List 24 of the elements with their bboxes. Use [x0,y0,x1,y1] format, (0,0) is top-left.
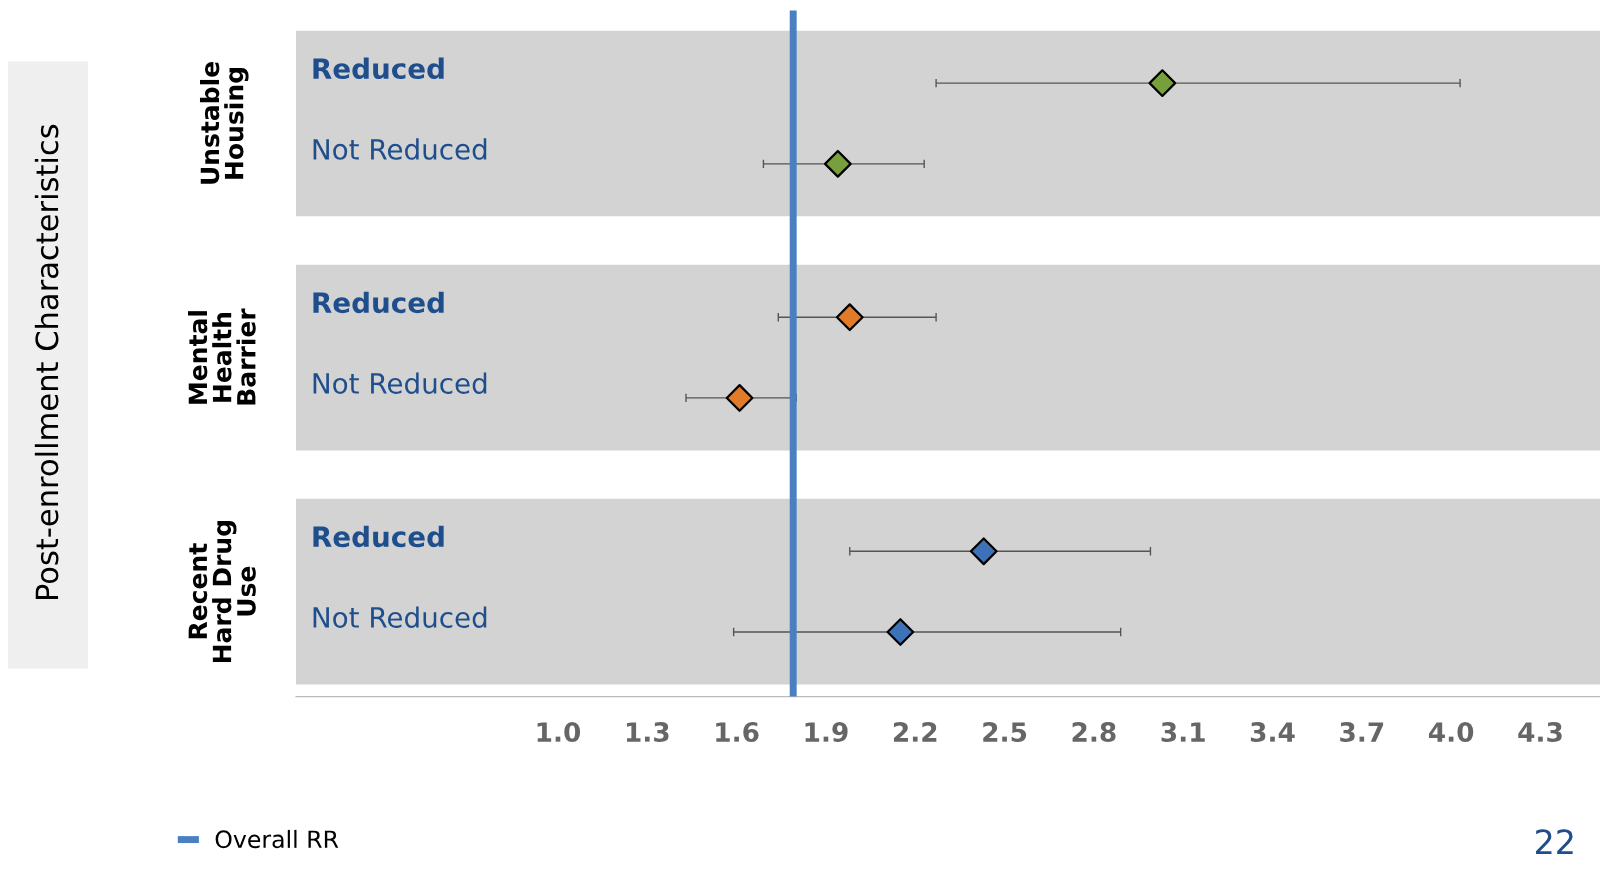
x-tick-label: 1.0 [537,722,581,742]
x-tick-label: 4.3 [1518,722,1562,742]
x-tick-label: 1.9 [805,722,848,742]
x-tick-label: 3.7 [1340,722,1384,742]
text: Recent Hard Drug Use [188,521,256,663]
y-tick-label: Reduced [313,525,444,548]
x-tick-label: 2.5 [983,722,1027,742]
x-tick-label: 2.2 [893,722,937,742]
text: Post-enrollment Characteristics [34,124,59,600]
y-tick-label: Reduced [313,291,444,314]
x-tick-label: 2.8 [1072,722,1116,742]
x-tick-label: 1.3 [626,722,669,742]
x-tick-label: 1.6 [716,722,759,742]
x-tick-label: 3.1 [1161,722,1205,742]
y-tick-label: Reduced [313,57,444,80]
x-tick-label: 3.4 [1250,722,1295,742]
text: 22 [1536,829,1573,854]
text: Unstable Housing [199,62,249,184]
text: Mental Health Barrier [187,308,256,405]
x-tick-label: 4.0 [1428,722,1474,742]
legend-label: Overall RR [215,829,339,849]
y-tick-label: Not Reduced [313,372,487,394]
y-tick-label: Not Reduced [313,138,487,160]
y-tick-label: Not Reduced [313,606,487,628]
